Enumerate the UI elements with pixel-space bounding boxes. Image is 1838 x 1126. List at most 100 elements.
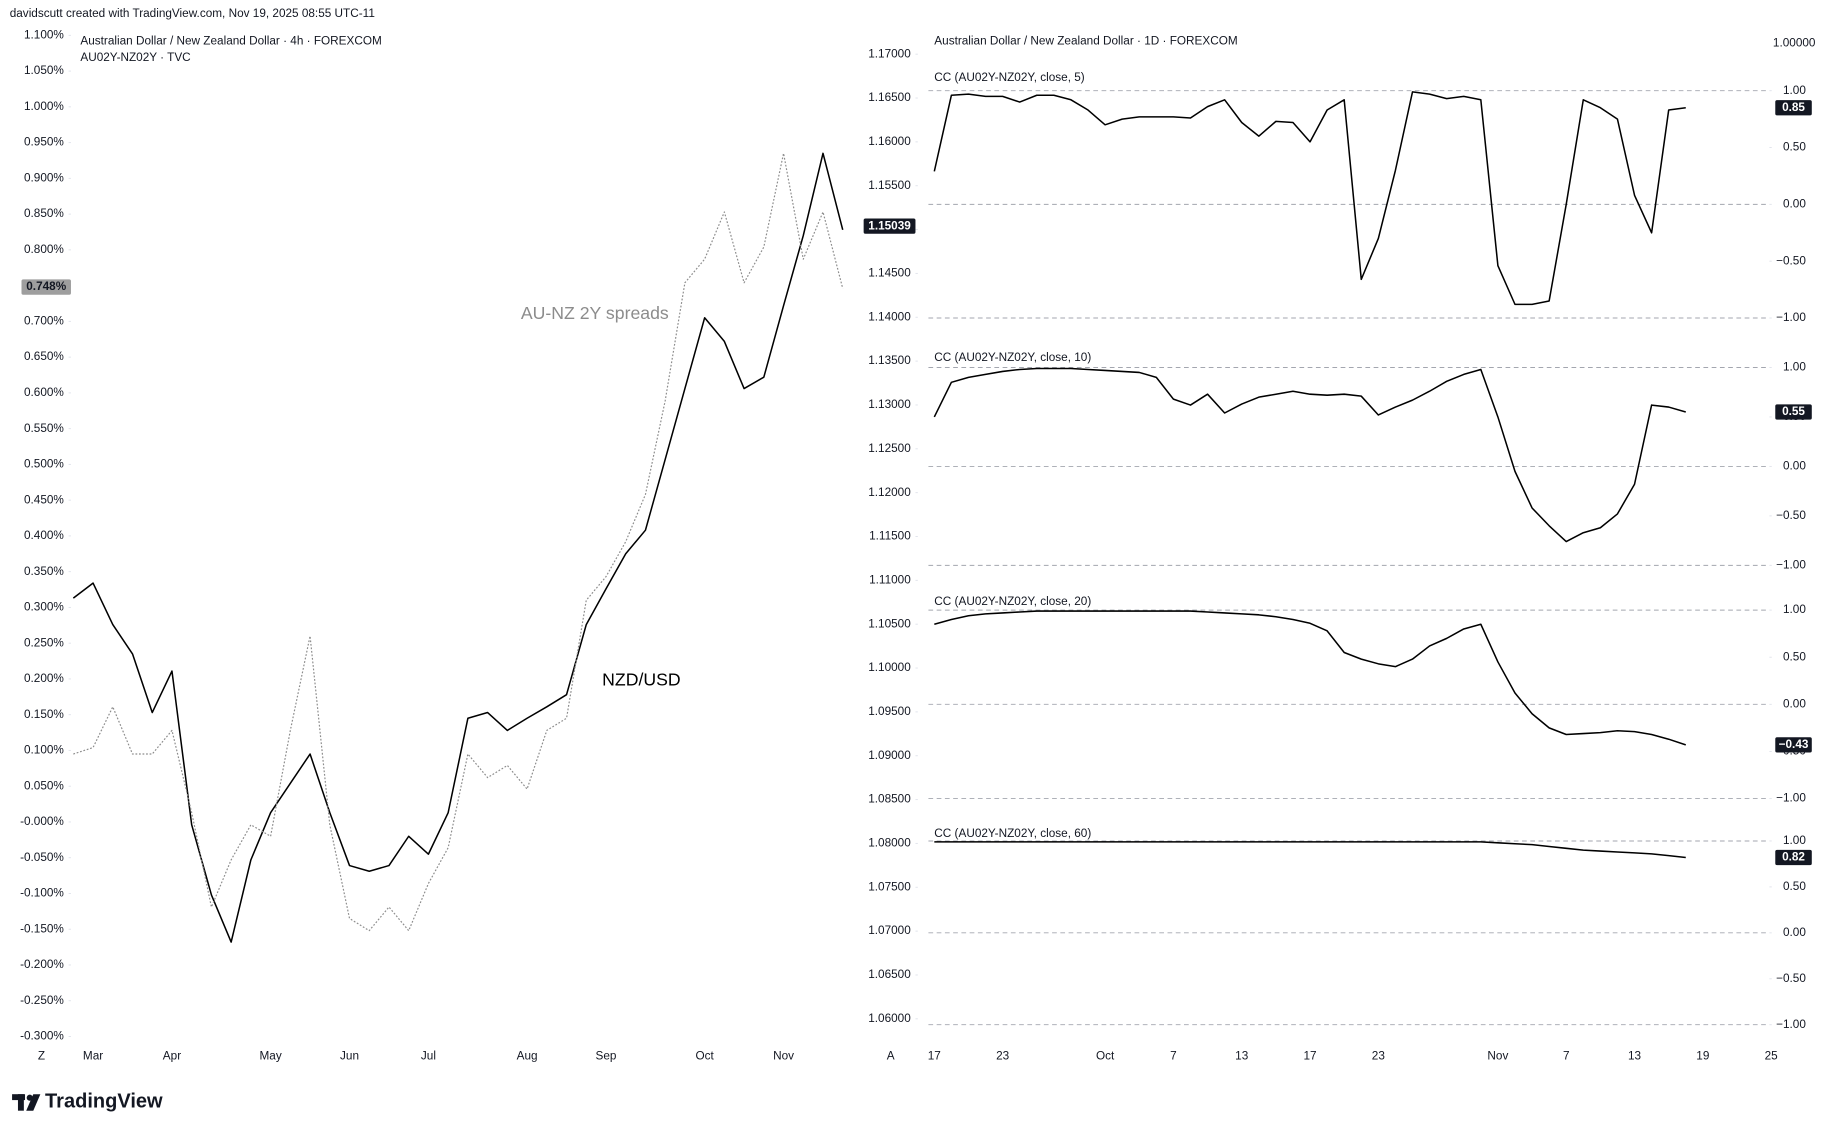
y-tick-label: 0.100% [24, 744, 64, 757]
last-value-label: 0.85 [1782, 101, 1805, 114]
x-tick-label: Mar [83, 1050, 103, 1063]
last-value-label: 1.15039 [868, 219, 911, 232]
chart-pane: CC (AU02Y-NZ02Y, close, 10)1.000.500.00−… [928, 351, 1812, 571]
y-tick-label: 0.50 [1783, 141, 1806, 154]
y-tick-label: −1.00 [1776, 558, 1806, 571]
y-tick-label: 0.850% [24, 207, 64, 220]
y-tick-label: -0.250% [20, 994, 64, 1007]
y-tick-label: 1.15500 [868, 179, 911, 192]
last-value-box [1775, 100, 1812, 116]
chart-title: CC (AU02Y-NZ02Y, close, 20) [934, 595, 1091, 608]
series-label: AU-NZ 2Y spreads [521, 303, 669, 323]
last-value-label: 0.748% [26, 280, 66, 293]
y-tick-label: 0.400% [24, 529, 64, 542]
y-tick-label: 0.550% [24, 422, 64, 435]
scale-label: 1.00000 [1773, 37, 1816, 50]
series-line [73, 152, 844, 932]
y-tick-label: 1.08000 [868, 837, 911, 850]
x-tick-label: Apr [163, 1050, 181, 1063]
y-tick-label: 1.100% [24, 28, 64, 41]
y-tick-label: −0.50 [1776, 254, 1806, 267]
y-tick-label: 0.200% [24, 672, 64, 685]
y-tick-label: 0.050% [24, 779, 64, 792]
y-tick-label: 1.09500 [868, 705, 911, 718]
last-value-box [21, 279, 71, 295]
x-tick-label: 7 [1563, 1050, 1570, 1063]
logo: TradingView [12, 1091, 163, 1113]
corner-label: A [887, 1050, 895, 1063]
y-tick-label: −1.00 [1776, 792, 1806, 805]
y-tick-label: 0.950% [24, 136, 64, 149]
y-tick-label: 1.00 [1783, 361, 1806, 374]
y-tick-label: 1.13500 [868, 354, 911, 367]
y-tick-label: -0.150% [20, 922, 64, 935]
y-tick-label: 1.07000 [868, 924, 911, 937]
x-tick-label: Aug [517, 1050, 538, 1063]
y-tick-label: 0.500% [24, 458, 64, 471]
y-tick-label: 1.08500 [868, 793, 911, 806]
chart-pane: CC (AU02Y-NZ02Y, close, 20) 1.00 0.50 0.00 −… [928, 595, 1812, 805]
x-tick-label: Nov [1487, 1050, 1508, 1063]
last-value-box [1775, 849, 1812, 866]
x-tick-label: Nov [773, 1050, 794, 1063]
y-tick-label: 0.900% [24, 171, 64, 184]
y-tick-label: 0.300% [24, 601, 64, 614]
logo-text: TradingView [45, 1091, 163, 1113]
y-tick-label: 0.800% [24, 243, 64, 256]
last-value-label: 0.55 [1782, 405, 1805, 418]
x-tick-label: 13 [1235, 1050, 1249, 1063]
y-tick-label: 1.06500 [868, 968, 911, 981]
x-tick-label: 19 [1696, 1050, 1709, 1063]
y-tick-label: 0.700% [24, 314, 64, 327]
x-tick-label: 17 [928, 1050, 941, 1063]
y-tick-label: −1.00 [1776, 311, 1806, 324]
y-tick-label: 1.13000 [868, 398, 911, 411]
y-tick-label: 0.00 [1783, 460, 1806, 473]
y-tick-label: 0.00 [1783, 926, 1806, 939]
y-tick-label: 1.09000 [868, 749, 911, 762]
last-value-box [1775, 404, 1812, 420]
chart-pane: CC (AU02Y-NZ02Y, close, 5) 1.00 0.50 0.00 −0… [928, 71, 1812, 324]
x-tick-label: Oct [695, 1050, 714, 1063]
y-tick-label: 1.16500 [868, 91, 911, 104]
x-tick-label: May [259, 1050, 281, 1063]
y-tick-label: −0.50 [1776, 972, 1806, 985]
y-tick-label: 0.00 [1783, 197, 1806, 210]
x-tick-label: 25 [1765, 1050, 1779, 1063]
y-tick-label: 0.600% [24, 386, 64, 399]
y-tick-label: 1.00 [1783, 834, 1806, 847]
y-tick-label: 1.11000 [869, 573, 911, 586]
x-tick-label: Jun [340, 1050, 359, 1063]
y-tick-label: -0.300% [20, 1030, 64, 1043]
series-line [933, 91, 1686, 306]
y-tick-label: 1.000% [24, 100, 64, 113]
x-tick-label: 17 [1303, 1050, 1316, 1063]
y-tick-label: 1.12500 [868, 442, 911, 455]
series-label: NZD/USD [602, 669, 680, 689]
y-tick-label: −1.00 [1776, 1018, 1806, 1031]
x-tick-label: Jul [421, 1050, 436, 1063]
y-tick-label: 1.10500 [868, 617, 911, 630]
last-value-box [863, 218, 916, 234]
x-tick-label: Oct [1096, 1050, 1115, 1063]
series-line [934, 610, 1687, 746]
last-value-label: −0.43 [1779, 738, 1809, 751]
chart-pane: Australian Dollar / New Zealand Dollar ·… [863, 34, 1816, 1063]
y-tick-label: 0.00 [1783, 697, 1806, 710]
y-tick-label: -0.050% [20, 851, 64, 864]
logo-mark [17, 1094, 24, 1111]
y-tick-label: −0.50 [1776, 509, 1806, 522]
y-tick-label: 1.14000 [868, 310, 911, 323]
chart-subtitle: AU02Y-NZ02Y · TVC [80, 51, 191, 64]
last-value-label: 0.82 [1782, 851, 1805, 864]
y-tick-label: 1.16000 [868, 135, 911, 148]
y-tick-label: 0.250% [24, 636, 64, 649]
y-tick-label: -0.100% [20, 887, 64, 900]
series-line [933, 367, 1686, 543]
chart-title: CC (AU02Y-NZ02Y, close, 5) [934, 71, 1084, 84]
x-tick-label: 7 [1170, 1050, 1177, 1063]
chart-pane: CC (AU02Y-NZ02Y, close, 60) 1.00 0.50 0.00 −… [928, 827, 1812, 1031]
logo-mark [26, 1094, 41, 1111]
